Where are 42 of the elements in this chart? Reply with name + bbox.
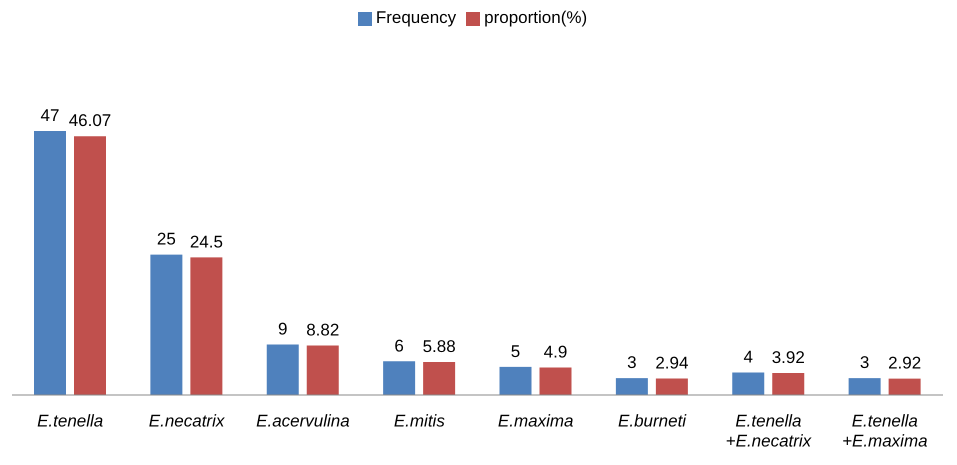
- bar: [150, 254, 182, 395]
- data-label: 2.92: [888, 354, 922, 373]
- data-label: 9: [278, 319, 288, 338]
- data-label: 5: [510, 342, 520, 361]
- x-tick-label: E.acervulina: [256, 411, 350, 430]
- data-label: 46.07: [68, 111, 112, 130]
- data-label: 3: [860, 353, 870, 372]
- bar: [848, 378, 881, 395]
- legend-label: proportion(%): [484, 8, 588, 27]
- data-label: 24.5: [190, 232, 223, 252]
- data-label: 3.92: [772, 348, 805, 367]
- bar: [423, 362, 456, 395]
- bar: [74, 136, 106, 395]
- x-tick-label: E.maxima: [498, 411, 574, 430]
- data-label: 47: [40, 106, 60, 126]
- data-label: 2.94: [655, 353, 688, 372]
- data-label: 6: [394, 336, 404, 356]
- x-tick-label: E.tenella: [37, 411, 104, 430]
- x-tick-label: E.tenella +E.maxima: [842, 411, 928, 451]
- data-label: 4.9: [544, 342, 568, 362]
- bar: [616, 378, 648, 395]
- bar: [266, 344, 299, 395]
- x-tick-label: E.mitis: [394, 411, 446, 430]
- bar: [306, 345, 339, 395]
- bar: [540, 367, 572, 395]
- data-label: 8.82: [306, 320, 340, 340]
- data-label: 5.88: [422, 336, 456, 356]
- x-tick-label: E.burneti: [618, 411, 688, 430]
- bar: [732, 372, 764, 395]
- data-label: 25: [156, 230, 176, 249]
- bar: [190, 257, 222, 395]
- x-tick-label: E.necatrix: [148, 411, 225, 430]
- bar: [500, 366, 532, 395]
- data-label: 4: [744, 348, 753, 367]
- bar: [656, 378, 688, 395]
- bar: [34, 131, 66, 395]
- data-label: 3: [627, 353, 637, 372]
- bar: [888, 378, 921, 395]
- x-tick-label: E.tenella +E.necatrix: [726, 411, 812, 451]
- bar: [383, 361, 416, 395]
- bar: [772, 372, 804, 395]
- legend-label: Frequency: [376, 8, 456, 27]
